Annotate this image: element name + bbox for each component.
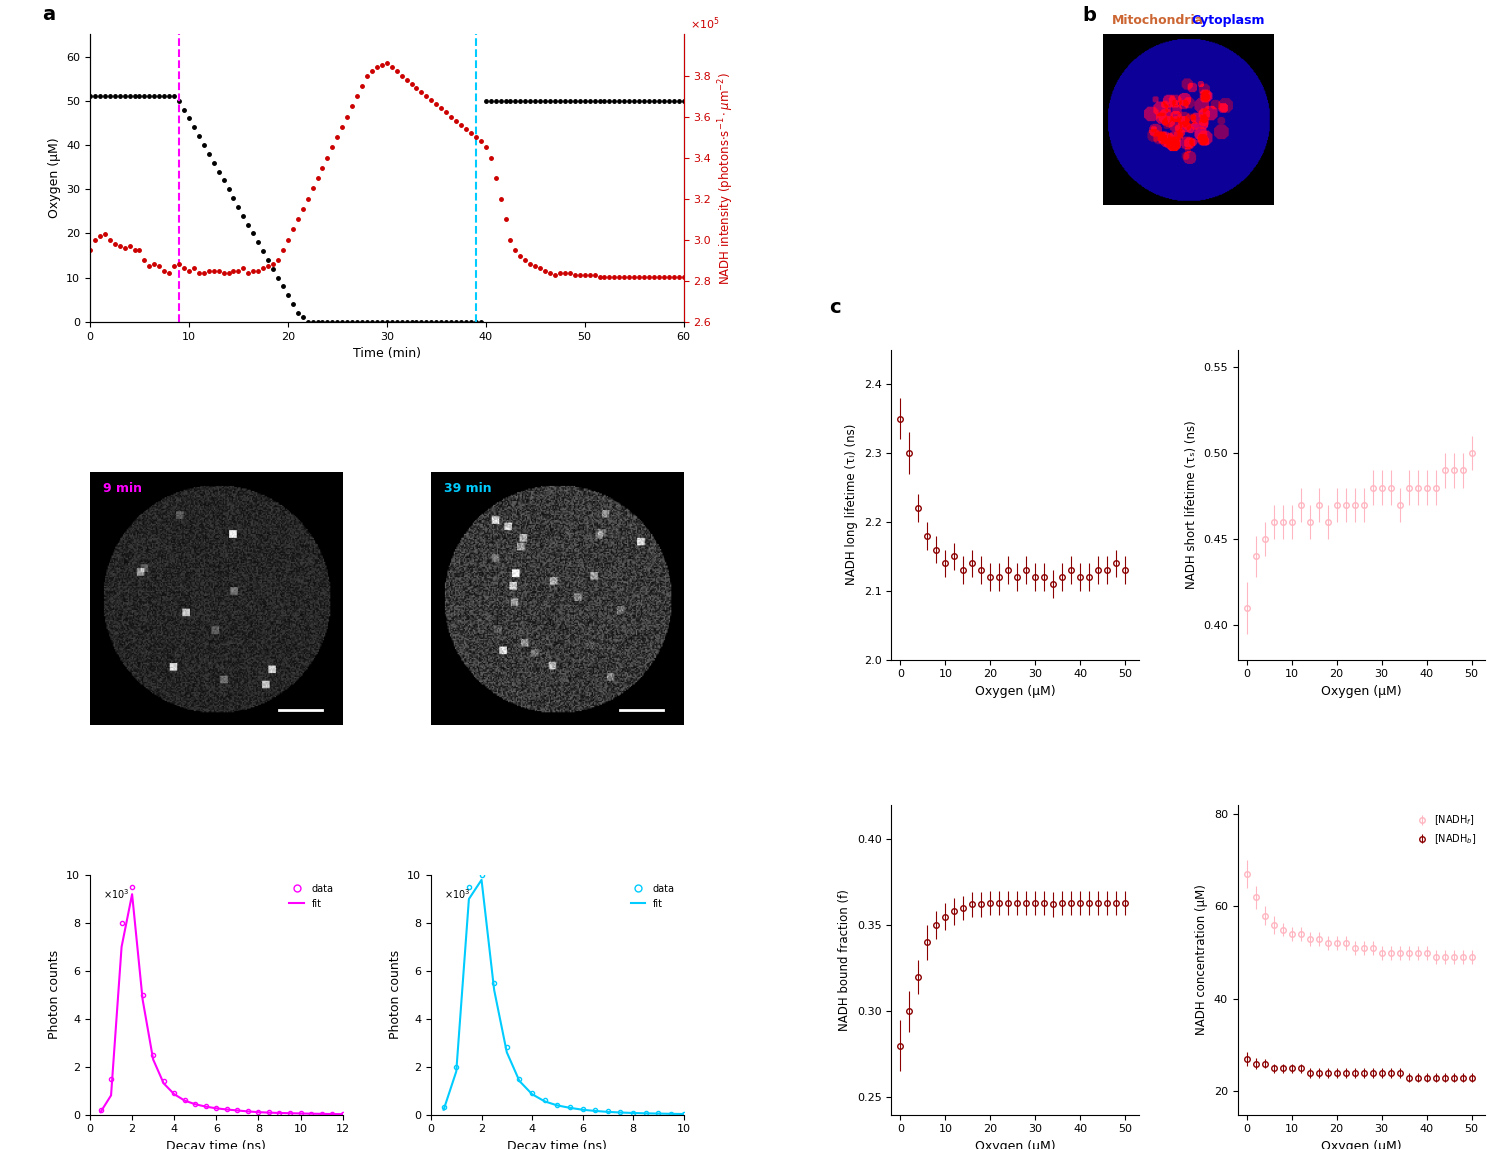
Legend: [NADH$_f$], [NADH$_b$]: [NADH$_f$], [NADH$_b$] xyxy=(1414,810,1480,850)
X-axis label: Oxygen (μM): Oxygen (μM) xyxy=(1322,1140,1401,1149)
X-axis label: Oxygen (μM): Oxygen (μM) xyxy=(975,1140,1056,1149)
Y-axis label: NADH bound fraction (f): NADH bound fraction (f) xyxy=(839,888,852,1031)
Y-axis label: NADH short lifetime (τₛ) (ns): NADH short lifetime (τₛ) (ns) xyxy=(1185,421,1197,589)
Text: c: c xyxy=(830,298,842,317)
Y-axis label: NADH intensity (photons$\cdot$s$^{-1}\cdot\mu$m$^{-2}$): NADH intensity (photons$\cdot$s$^{-1}\cd… xyxy=(717,71,736,285)
Text: Cytoplasm: Cytoplasm xyxy=(1191,14,1264,28)
Text: 39 min: 39 min xyxy=(444,483,492,495)
Text: 9 min: 9 min xyxy=(102,483,141,495)
Text: $\times 10^3$: $\times 10^3$ xyxy=(102,887,129,901)
Legend: data, fit: data, fit xyxy=(285,880,338,912)
Text: Mitochondria: Mitochondria xyxy=(1112,14,1203,28)
Legend: data, fit: data, fit xyxy=(627,880,680,912)
Y-axis label: NADH concentration (μM): NADH concentration (μM) xyxy=(1196,884,1209,1035)
Text: a: a xyxy=(42,5,56,24)
Y-axis label: Photon counts: Photon counts xyxy=(388,950,402,1040)
X-axis label: Oxygen (μM): Oxygen (μM) xyxy=(975,685,1056,697)
Y-axis label: Photon counts: Photon counts xyxy=(48,950,60,1040)
Text: b: b xyxy=(1083,6,1096,25)
Y-axis label: Oxygen (μM): Oxygen (μM) xyxy=(48,138,60,218)
Text: $\times 10^5$: $\times 10^5$ xyxy=(690,16,720,32)
X-axis label: Time (min): Time (min) xyxy=(352,347,422,360)
Y-axis label: NADH long lifetime (τₗ) (ns): NADH long lifetime (τₗ) (ns) xyxy=(844,424,858,586)
X-axis label: Oxygen (μM): Oxygen (μM) xyxy=(1322,685,1401,697)
X-axis label: Decay time (ns): Decay time (ns) xyxy=(507,1140,608,1149)
Text: $\times 10^3$: $\times 10^3$ xyxy=(444,887,470,901)
X-axis label: Decay time (ns): Decay time (ns) xyxy=(166,1140,266,1149)
